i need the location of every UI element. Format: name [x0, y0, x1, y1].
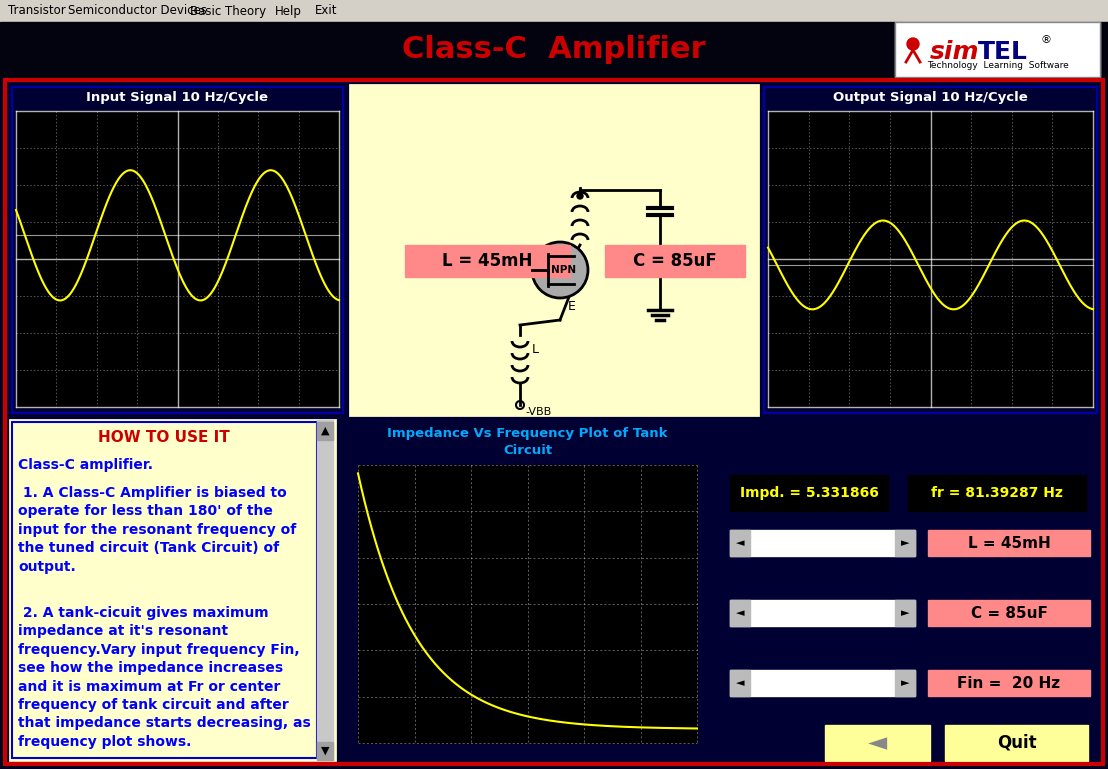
Text: L = 45mH: L = 45mH — [967, 535, 1050, 551]
Text: ®: ® — [1040, 35, 1051, 45]
Text: Semiconductor Devices: Semiconductor Devices — [68, 5, 207, 18]
Text: Class-C amplifier.: Class-C amplifier. — [18, 458, 153, 472]
Bar — [730, 670, 915, 696]
Circle shape — [577, 193, 583, 199]
Text: ►: ► — [901, 538, 910, 548]
Bar — [730, 530, 915, 556]
Text: ◄: ◄ — [868, 731, 888, 755]
Text: Exit: Exit — [315, 5, 338, 18]
Bar — [358, 465, 697, 743]
Text: C = 85uF: C = 85uF — [971, 605, 1047, 621]
Bar — [317, 422, 334, 440]
Circle shape — [907, 38, 919, 50]
Bar — [0, 0, 1108, 22]
Circle shape — [532, 242, 588, 298]
Text: TEL: TEL — [978, 40, 1028, 64]
Bar — [907, 475, 1086, 511]
Text: C = 85uF: C = 85uF — [633, 252, 717, 270]
Bar — [16, 111, 339, 407]
Text: -VBB: -VBB — [525, 407, 552, 417]
Bar — [730, 600, 915, 626]
Text: 2. A tank-cicuit gives maximum
impedance at it's resonant
frequency.Vary input f: 2. A tank-cicuit gives maximum impedance… — [18, 606, 310, 749]
Bar — [406, 245, 570, 277]
Text: Fin =  20 Hz: Fin = 20 Hz — [957, 675, 1060, 691]
Bar — [895, 600, 915, 626]
Text: L: L — [532, 343, 538, 356]
Text: NPN: NPN — [552, 265, 576, 275]
Bar — [350, 85, 758, 415]
Bar — [6, 80, 1102, 764]
Text: ►: ► — [901, 678, 910, 688]
Bar — [895, 22, 1100, 77]
Text: Vi: Vi — [435, 252, 447, 265]
Bar — [12, 422, 317, 758]
Bar — [730, 530, 750, 556]
Bar — [730, 600, 750, 626]
Text: sim: sim — [931, 40, 979, 64]
Bar — [10, 85, 345, 415]
Text: Quit: Quit — [997, 734, 1036, 752]
Text: 1. A Class-C Amplifier is biased to
operate for less than 180' of the
input for : 1. A Class-C Amplifier is biased to oper… — [18, 486, 296, 574]
Bar — [317, 420, 334, 760]
Circle shape — [656, 266, 664, 274]
Bar — [12, 87, 343, 413]
Bar — [7, 82, 1101, 762]
Bar — [340, 420, 715, 760]
Bar — [720, 420, 1102, 760]
Text: Output Signal 10 Hz/Cycle: Output Signal 10 Hz/Cycle — [833, 92, 1028, 105]
Bar — [765, 87, 1097, 413]
Bar — [762, 85, 1099, 415]
Text: Transistor: Transistor — [8, 5, 65, 18]
Bar — [929, 600, 1090, 626]
Bar — [730, 670, 750, 696]
Bar — [10, 420, 335, 760]
Text: L = 45mH: L = 45mH — [442, 252, 533, 270]
Text: ▲: ▲ — [320, 426, 329, 436]
Text: Technology  Learning  Software: Technology Learning Software — [927, 62, 1069, 71]
Text: ◄: ◄ — [736, 538, 745, 548]
Text: Impedance Vs Frequency Plot of Tank
Circuit: Impedance Vs Frequency Plot of Tank Circ… — [388, 428, 668, 457]
Bar — [945, 725, 1088, 761]
Text: Input Signal 10 Hz/Cycle: Input Signal 10 Hz/Cycle — [86, 92, 268, 105]
Bar — [730, 475, 888, 511]
Bar — [929, 530, 1090, 556]
Text: ◄: ◄ — [736, 678, 745, 688]
Text: E: E — [568, 300, 576, 313]
Text: HOW TO USE IT: HOW TO USE IT — [98, 431, 229, 445]
Text: Impd. = 5.331866: Impd. = 5.331866 — [739, 486, 879, 500]
Bar — [0, 22, 1108, 77]
Text: ◄: ◄ — [736, 608, 745, 618]
Text: Help: Help — [275, 5, 301, 18]
Text: fr = 81.39287 Hz: fr = 81.39287 Hz — [931, 486, 1063, 500]
Bar — [317, 742, 334, 760]
Bar — [605, 245, 745, 277]
Bar — [768, 111, 1092, 407]
Bar — [895, 530, 915, 556]
Text: Vout: Vout — [718, 252, 743, 262]
Bar — [825, 725, 930, 761]
Bar — [929, 670, 1090, 696]
Bar — [895, 670, 915, 696]
Text: Class-C  Amplifier: Class-C Amplifier — [402, 35, 706, 64]
Bar — [895, 22, 1100, 77]
Text: ►: ► — [901, 608, 910, 618]
Circle shape — [726, 266, 733, 274]
Text: Basic Theory: Basic Theory — [189, 5, 266, 18]
Text: ▼: ▼ — [320, 746, 329, 756]
